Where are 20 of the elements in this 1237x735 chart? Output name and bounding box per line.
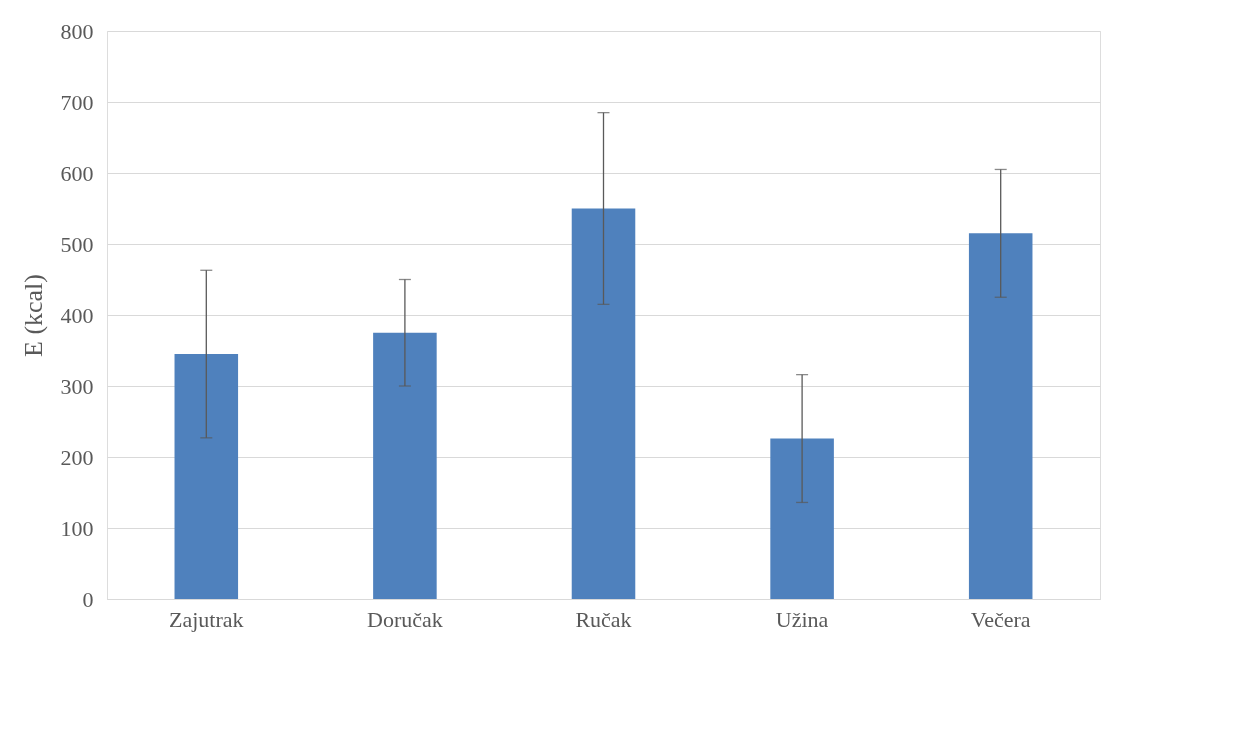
x-tick-label: Doručak: [367, 606, 443, 632]
y-tick-label: 0: [82, 586, 94, 612]
y-axis-title: E (kcal): [18, 273, 48, 358]
x-tick-label: Zajutrak: [169, 606, 244, 632]
x-tick-label: Večera: [970, 606, 1031, 632]
x-tick-label: Ručak: [575, 606, 632, 632]
y-tick-label: 400: [60, 302, 94, 328]
y-tick-label: 200: [60, 444, 94, 470]
y-tick-label: 100: [60, 515, 94, 541]
bar: [770, 438, 834, 599]
y-tick-label: 700: [60, 89, 94, 115]
y-tick-label: 300: [60, 373, 94, 399]
x-tick-label: Užina: [775, 606, 829, 632]
bar: [373, 332, 437, 599]
y-tick-label: 800: [60, 18, 94, 44]
bar: [174, 354, 239, 599]
bar: [968, 233, 1033, 599]
bar: [571, 208, 636, 599]
y-tick-label: 600: [60, 160, 94, 186]
y-tick-label: 500: [60, 231, 94, 257]
